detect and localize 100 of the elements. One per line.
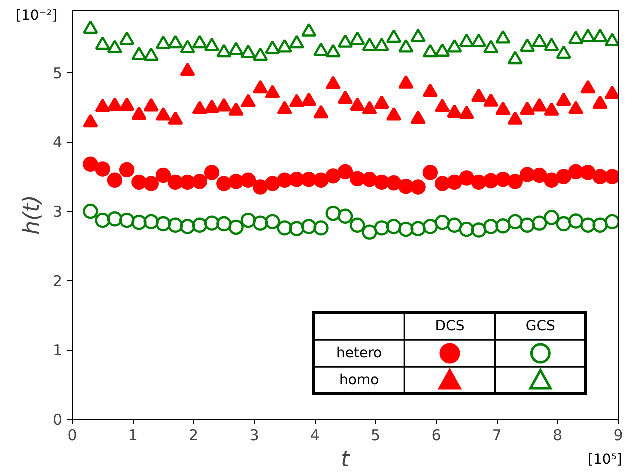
point <box>386 107 402 121</box>
point <box>556 92 572 106</box>
point <box>180 40 196 54</box>
point <box>422 219 438 234</box>
point <box>338 90 354 104</box>
point <box>156 216 172 232</box>
point <box>398 178 414 194</box>
point <box>508 111 523 125</box>
point <box>496 218 511 234</box>
point <box>350 171 366 187</box>
point <box>496 30 511 44</box>
point <box>314 105 329 119</box>
point <box>410 180 426 195</box>
point <box>156 36 172 50</box>
point <box>83 204 98 220</box>
point <box>132 174 147 190</box>
point <box>508 214 523 230</box>
point <box>144 48 159 62</box>
point <box>496 102 511 116</box>
annotation: DCS <box>435 318 465 334</box>
point <box>240 172 256 188</box>
point <box>302 219 317 234</box>
point <box>459 106 474 120</box>
point <box>434 215 450 230</box>
point <box>471 34 487 48</box>
point <box>362 172 378 188</box>
point <box>228 102 244 116</box>
point <box>228 42 244 56</box>
point <box>252 48 268 62</box>
point <box>374 38 390 52</box>
point <box>447 218 462 233</box>
text: [10⁻²] <box>16 8 58 24</box>
point <box>362 38 378 52</box>
point <box>144 214 159 230</box>
point <box>265 176 280 192</box>
point <box>156 168 172 184</box>
point <box>120 162 135 178</box>
point <box>83 114 98 128</box>
point <box>338 164 354 180</box>
point <box>434 176 450 192</box>
point <box>168 218 184 233</box>
point <box>107 40 123 54</box>
text: [10⁵] <box>588 452 622 468</box>
annotation: GCS <box>526 318 556 334</box>
x-tick-label: 5 <box>371 426 381 444</box>
point <box>447 174 462 190</box>
point <box>410 28 426 42</box>
point <box>556 46 572 60</box>
point <box>326 206 341 222</box>
point <box>107 172 123 188</box>
point <box>252 216 268 231</box>
point <box>277 39 292 53</box>
point <box>374 220 390 236</box>
point <box>520 38 536 52</box>
point <box>520 102 536 116</box>
point <box>132 106 147 120</box>
point <box>95 98 110 112</box>
point <box>604 86 618 100</box>
point <box>228 174 244 190</box>
point <box>338 208 354 224</box>
point <box>107 98 123 112</box>
x-tick-label: 4 <box>310 426 320 444</box>
point <box>568 31 584 44</box>
point <box>410 221 426 236</box>
point <box>544 38 560 52</box>
x-tick-label: 2 <box>189 426 199 444</box>
point <box>362 101 378 114</box>
point <box>216 216 232 232</box>
point <box>422 84 438 98</box>
point <box>422 44 438 58</box>
point <box>314 172 329 188</box>
x-tick-label: 3 <box>250 426 260 444</box>
point <box>592 95 608 109</box>
y-tick-label: 4 <box>52 134 63 152</box>
point <box>398 75 414 89</box>
point <box>204 216 220 231</box>
point <box>532 168 548 184</box>
point <box>580 80 596 94</box>
x-tick-label: 6 <box>432 426 442 444</box>
point <box>265 214 280 230</box>
point <box>568 164 584 180</box>
y-axis-title: h(t) <box>20 195 45 235</box>
point <box>532 98 548 112</box>
x-tick-label: 9 <box>614 426 624 444</box>
point <box>216 44 232 58</box>
point <box>604 33 618 47</box>
point <box>168 174 184 190</box>
point <box>471 222 487 238</box>
point <box>556 216 572 232</box>
point <box>386 219 402 234</box>
point <box>132 215 147 230</box>
point <box>484 219 499 234</box>
point <box>277 172 292 188</box>
point <box>277 220 292 236</box>
point <box>192 218 208 233</box>
point <box>216 98 232 112</box>
point <box>302 23 317 37</box>
point <box>314 220 329 236</box>
point <box>508 51 523 65</box>
point <box>471 88 487 102</box>
